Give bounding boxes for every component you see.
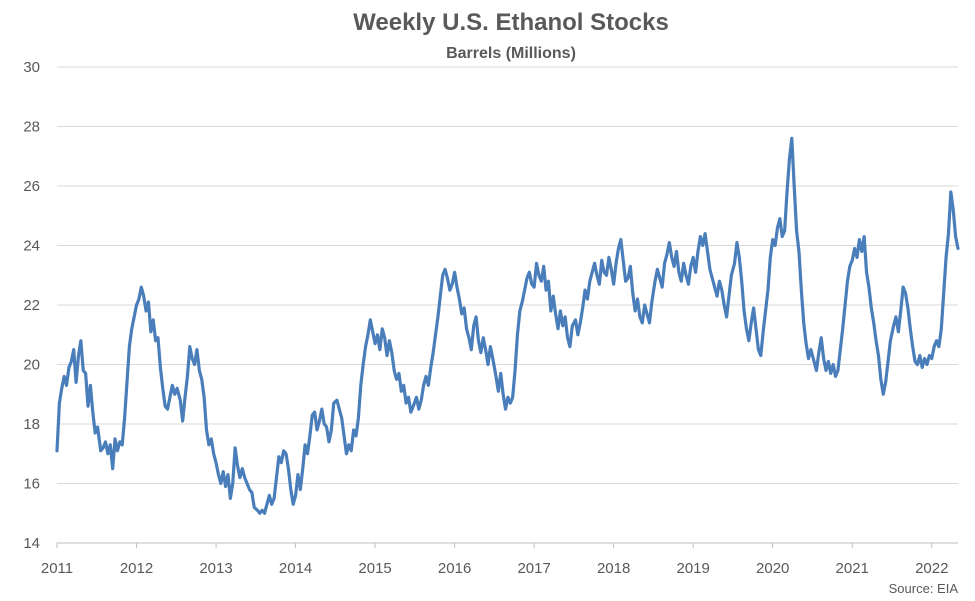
x-tick-label: 2012: [120, 560, 153, 577]
y-tick-label: 18: [23, 416, 40, 433]
y-axis: 14 16 18 20 22 24 26 28 30: [23, 59, 40, 552]
chart-title: Weekly U.S. Ethanol Stocks: [353, 9, 669, 36]
y-tick-label: 26: [23, 178, 40, 195]
x-tick-label: 2016: [438, 560, 471, 577]
y-tick-label: 16: [23, 476, 40, 493]
y-tick-label: 22: [23, 297, 40, 314]
y-tick-label: 20: [23, 357, 40, 374]
x-tick-label: 2013: [199, 560, 232, 577]
y-tick-label: 28: [23, 119, 40, 136]
y-tick-label: 30: [23, 59, 40, 76]
x-tick-label: 2022: [915, 560, 948, 577]
x-tick-label: 2020: [756, 560, 789, 577]
x-tick-label: 2014: [279, 560, 312, 577]
x-tick-label: 2015: [358, 560, 391, 577]
x-tick-label: 2021: [836, 560, 869, 577]
x-tick-label: 2011: [41, 560, 73, 577]
x-tick-label: 2019: [676, 560, 709, 577]
y-tick-label: 14: [23, 535, 40, 552]
chart-subtitle: Barrels (Millions): [446, 45, 576, 62]
x-axis: 2011 2012 2013 2014 2015 2016 2017 2018 2019 2020…: [41, 543, 948, 577]
source-note: Source: EIA: [889, 581, 959, 596]
gridlines: [57, 66, 958, 544]
x-tick-label: 2017: [517, 560, 550, 577]
x-tick-label: 2018: [597, 560, 630, 577]
series-line: [55, 136, 960, 515]
y-tick-label: 24: [23, 238, 40, 255]
